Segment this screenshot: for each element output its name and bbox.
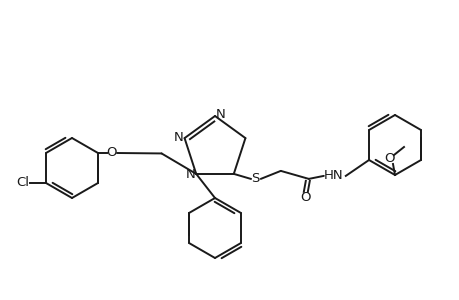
Text: O: O: [106, 146, 117, 160]
Text: Cl: Cl: [17, 176, 29, 190]
Text: O: O: [384, 152, 394, 166]
Text: N: N: [216, 109, 225, 122]
Text: S: S: [251, 172, 259, 185]
Text: N: N: [185, 168, 195, 182]
Text: N: N: [174, 130, 183, 144]
Text: O: O: [300, 191, 310, 204]
Text: HN: HN: [323, 169, 343, 182]
